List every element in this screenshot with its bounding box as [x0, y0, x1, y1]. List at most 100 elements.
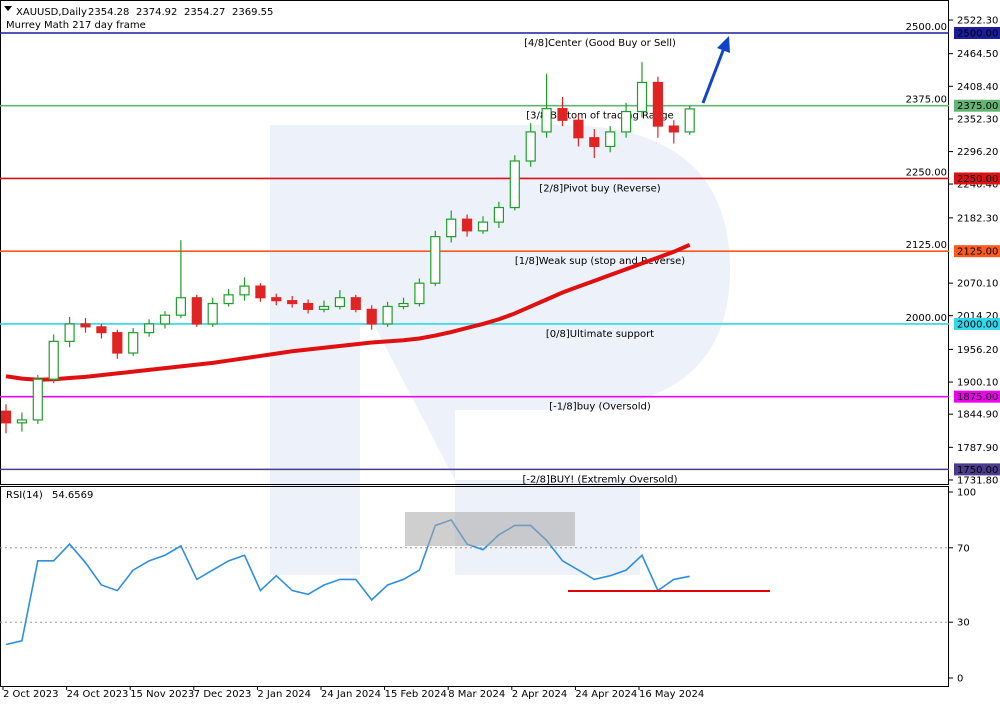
candle-body [430, 236, 441, 284]
candle-body [144, 323, 155, 334]
x-tick-label: 24 Apr 2024 [575, 689, 637, 700]
y-tick-label: 1844.90 [957, 410, 998, 421]
candle-body [398, 302, 409, 308]
level-big-label: 2375.00 [906, 95, 947, 106]
y-tick-label: 1787.90 [957, 443, 998, 454]
forecast-arrow [701, 47, 726, 104]
x-tick-label: 7 Dec 2023 [194, 689, 252, 700]
symbol-title: XAUUSD,Daily [16, 7, 87, 18]
rsi-panel [0, 486, 949, 687]
y-tick-label: 2408.40 [957, 82, 998, 93]
rsi-tick-label: 100 [957, 488, 976, 499]
forecast-arrowhead [717, 36, 730, 53]
x-tick-label: 2 Apr 2024 [512, 689, 567, 700]
menu-icon [4, 6, 12, 11]
level-name: [-2/8]BUY! (Extremly Oversold) [522, 474, 677, 485]
level-name: [4/8]Center (Good Buy or Sell) [524, 38, 676, 49]
y-tick-label: 2014.20 [957, 311, 998, 322]
y-tick-label: 2182.30 [957, 213, 998, 224]
rsi-line [5, 518, 690, 646]
candle-body [223, 294, 234, 305]
level-price-label: 2500.00 [957, 28, 998, 39]
level-big-label: 2500.00 [906, 22, 947, 33]
x-tick-label: 16 May 2024 [639, 689, 704, 700]
quote-low: 2354.27 [184, 7, 225, 18]
candle-body [557, 108, 568, 121]
level-price-label: 2125.00 [957, 247, 998, 258]
level-price-box [954, 317, 1000, 330]
candle-body [96, 326, 107, 334]
candle-body [175, 297, 186, 316]
level-price-box [954, 390, 1000, 403]
x-tick-label: 2 Oct 2023 [3, 689, 58, 700]
candle-body [382, 305, 393, 325]
candle-body [48, 340, 59, 380]
candle-body [16, 419, 27, 424]
y-tick-label: 2240.40 [957, 180, 998, 191]
rsi-highlight-box [405, 512, 575, 546]
candle-body [207, 302, 218, 325]
level-name: [2/8]Pivot buy (Reverse) [539, 183, 661, 194]
watermark [270, 125, 730, 575]
candle-body [446, 218, 457, 238]
candle-body [652, 81, 664, 127]
level-name: [3/8]Bottom of trading Range [526, 111, 673, 122]
x-tick-label: 8 Mar 2024 [448, 689, 505, 700]
level-price-label: 2000.00 [957, 319, 998, 330]
candle-body [636, 81, 648, 113]
level-big-label: 2250.00 [906, 167, 947, 178]
candle-body [191, 297, 202, 325]
level-price-box [954, 463, 1000, 476]
candle-body [509, 160, 520, 209]
candle-body [64, 323, 75, 342]
candle-body [525, 131, 536, 162]
x-tick-label: 2 Jan 2024 [257, 689, 311, 700]
x-tick-label: 24 Jan 2024 [321, 689, 381, 700]
candle-body [668, 125, 679, 133]
x-tick-label: 15 Nov 2023 [130, 689, 194, 700]
y-tick-label: 1900.10 [957, 378, 998, 389]
candle-body [303, 302, 314, 310]
candle-body [80, 323, 91, 328]
y-tick-label: 1731.80 [957, 475, 998, 486]
candle-body [350, 297, 361, 310]
quote-close: 2369.55 [232, 7, 273, 18]
x-tick-label: 24 Oct 2023 [67, 689, 129, 700]
candle-body [620, 110, 632, 133]
moving-average [5, 242, 691, 382]
main-panel [0, 0, 949, 485]
candle-body [271, 297, 282, 302]
level-price-label: 1750.00 [957, 465, 998, 476]
candle-body [0, 410, 12, 424]
level-big-label: 2000.00 [906, 313, 947, 324]
rsi-tick-label: 0 [957, 674, 963, 685]
level-price-label: 2375.00 [957, 101, 998, 112]
candle-body [112, 332, 123, 354]
y-tick-label: 2464.50 [957, 49, 998, 60]
y-tick-label: 2070.10 [957, 279, 998, 290]
rsi-current: 54.6569 [52, 490, 93, 501]
level-price-box [954, 26, 1000, 39]
level-price-box [954, 99, 1000, 112]
candle-body [159, 314, 171, 325]
rsi-tick-label: 70 [957, 543, 970, 554]
candle-body [573, 119, 584, 139]
level-name: [0/8]Ultimate support [546, 329, 654, 340]
rsi-tick-label: 30 [957, 618, 970, 629]
candle-body [462, 218, 473, 232]
candle-body [414, 282, 425, 305]
level-big-label: 2125.00 [906, 240, 947, 251]
candle-body [239, 285, 250, 296]
level-price-box [954, 172, 1000, 185]
y-tick-label: 2522.30 [957, 16, 998, 27]
y-tick-label: 2352.30 [957, 114, 998, 125]
y-tick-label: 1956.20 [957, 345, 998, 356]
candle-body [287, 300, 298, 305]
candle-body [255, 285, 266, 299]
candle-body [318, 305, 330, 310]
candle-body [493, 206, 504, 223]
x-tick-label: 15 Feb 2024 [385, 689, 447, 700]
candle-body [541, 108, 552, 133]
